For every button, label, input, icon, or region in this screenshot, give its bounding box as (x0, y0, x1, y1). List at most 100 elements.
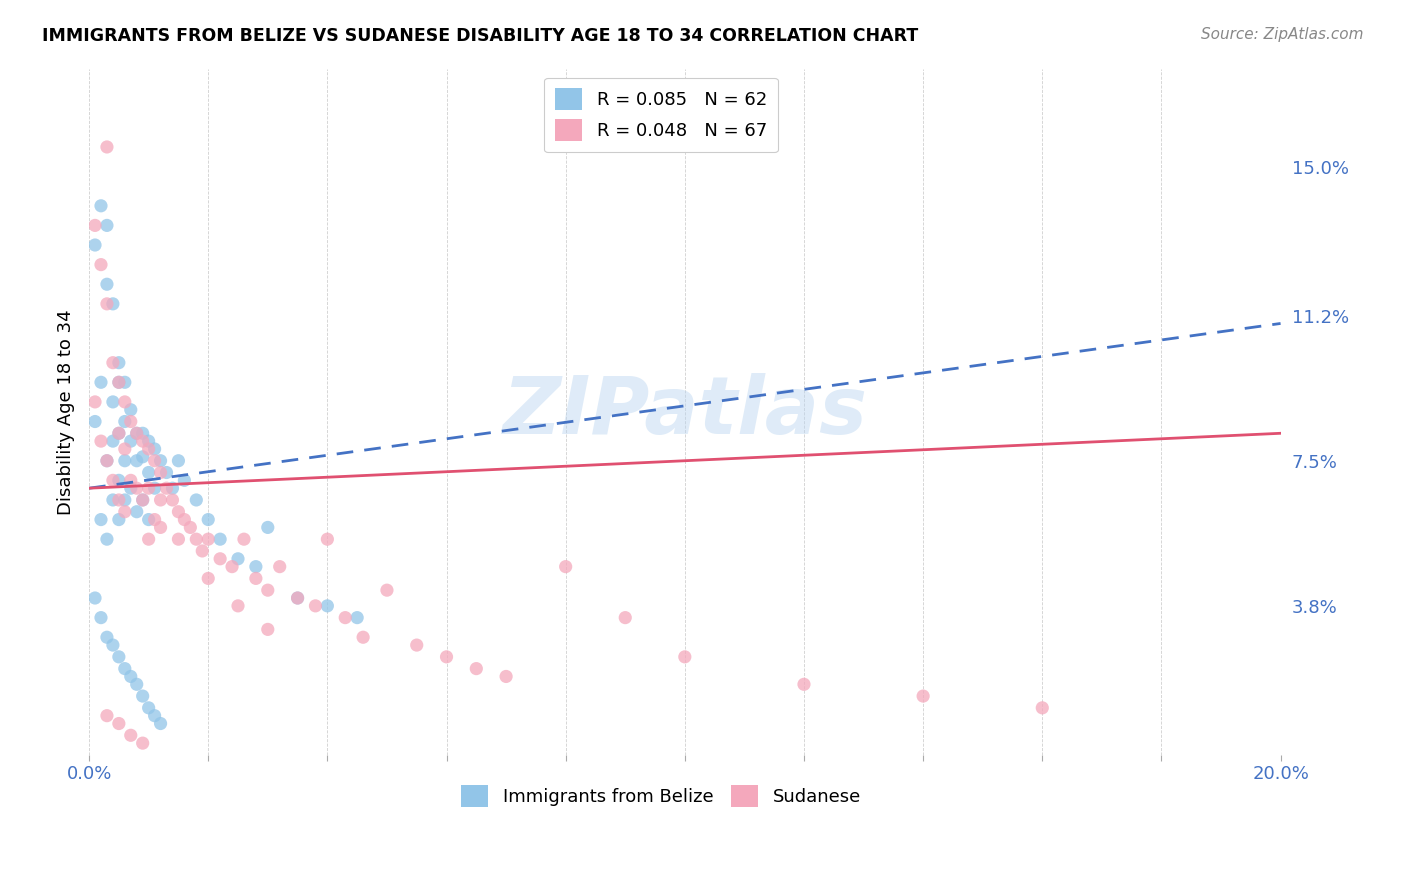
Point (304, 599, 326, 613)
Point (90, 376, 112, 390)
Point (269, 559, 291, 574)
Point (96, 277, 118, 292)
Point (101, 356, 124, 370)
Point (143, 708, 166, 723)
Point (114, 415, 136, 429)
Point (84, 591, 107, 605)
Point (114, 492, 136, 507)
Point (101, 638, 124, 652)
Point (287, 591, 309, 605)
Point (90, 610, 112, 624)
Point (120, 474, 142, 488)
Point (131, 492, 153, 507)
Point (143, 442, 166, 456)
Point (120, 415, 142, 429)
Point (162, 481, 184, 495)
Point (173, 474, 195, 488)
Text: Source: ZipAtlas.com: Source: ZipAtlas.com (1201, 27, 1364, 42)
Point (138, 442, 160, 456)
Point (96, 140, 118, 154)
Point (114, 454, 136, 468)
Point (912, 689, 935, 703)
Point (167, 505, 190, 519)
Point (90, 512, 112, 526)
Point (143, 454, 166, 468)
Point (120, 402, 142, 417)
Point (120, 728, 142, 742)
Point (554, 559, 576, 574)
Y-axis label: Disability Age 18 to 34: Disability Age 18 to 34 (58, 309, 75, 515)
Point (108, 356, 131, 370)
Point (96, 630, 118, 644)
Point (149, 466, 172, 480)
Point (673, 649, 696, 664)
Point (186, 532, 208, 546)
Text: ZIPatlas: ZIPatlas (502, 373, 868, 450)
Point (138, 466, 160, 480)
Point (221, 559, 243, 574)
Point (114, 662, 136, 676)
Point (96, 454, 118, 468)
Legend: Immigrants from Belize, Sudanese: Immigrants from Belize, Sudanese (454, 778, 869, 814)
Point (209, 551, 232, 566)
Point (84, 415, 107, 429)
Point (131, 450, 153, 464)
Point (197, 532, 219, 546)
Point (179, 520, 201, 534)
Point (1031, 701, 1053, 715)
Point (114, 395, 136, 409)
Point (197, 571, 219, 585)
Point (108, 649, 131, 664)
Point (120, 481, 142, 495)
Point (90, 199, 112, 213)
Point (101, 297, 124, 311)
Point (96, 532, 118, 546)
Point (143, 512, 166, 526)
Point (90, 258, 112, 272)
Point (256, 520, 278, 534)
Point (84, 238, 107, 252)
Point (114, 442, 136, 456)
Point (614, 610, 637, 624)
Point (131, 434, 153, 449)
Point (84, 395, 107, 409)
Point (138, 434, 160, 449)
Point (245, 559, 267, 574)
Point (114, 505, 136, 519)
Point (149, 492, 172, 507)
Point (335, 610, 357, 624)
Text: IMMIGRANTS FROM BELIZE VS SUDANESE DISABILITY AGE 18 TO 34 CORRELATION CHART: IMMIGRANTS FROM BELIZE VS SUDANESE DISAB… (42, 27, 918, 45)
Point (120, 669, 142, 683)
Point (149, 520, 172, 534)
Point (125, 481, 148, 495)
Point (155, 481, 177, 495)
Point (197, 512, 219, 526)
Point (465, 662, 488, 676)
Point (125, 454, 148, 468)
Point (226, 599, 249, 613)
Point (108, 426, 131, 441)
Point (405, 638, 427, 652)
Point (149, 716, 172, 731)
Point (316, 599, 339, 613)
Point (256, 623, 278, 637)
Point (186, 492, 208, 507)
Point (167, 532, 190, 546)
Point (793, 677, 815, 691)
Point (233, 532, 256, 546)
Point (167, 454, 190, 468)
Point (209, 532, 232, 546)
Point (256, 583, 278, 598)
Point (108, 376, 131, 390)
Point (316, 532, 339, 546)
Point (143, 481, 166, 495)
Point (155, 466, 177, 480)
Point (108, 426, 131, 441)
Point (131, 736, 153, 750)
Point (101, 434, 124, 449)
Point (108, 474, 131, 488)
Point (149, 454, 172, 468)
Point (375, 583, 398, 598)
Point (96, 219, 118, 233)
Point (131, 426, 153, 441)
